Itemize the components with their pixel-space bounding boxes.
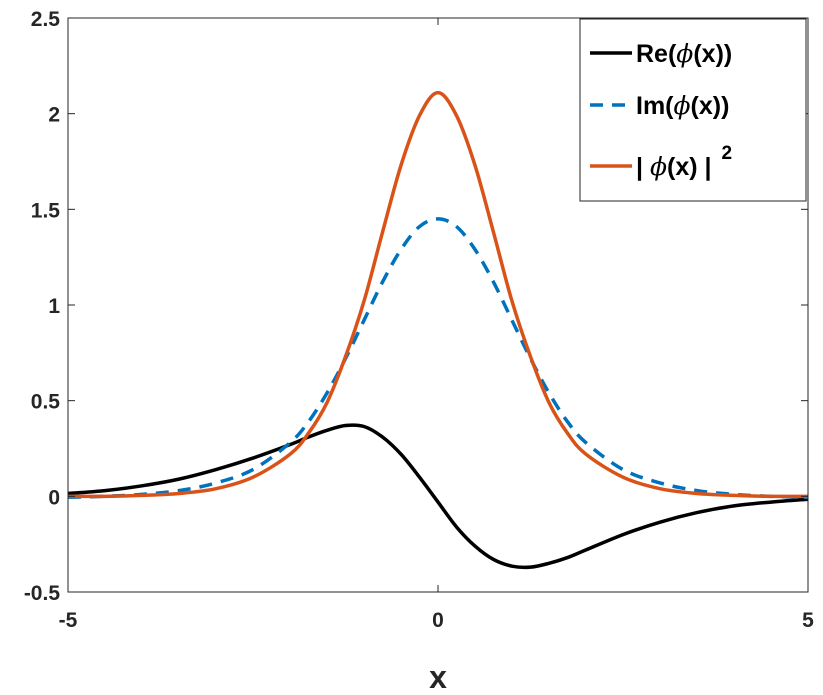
y-tick-label: 1.5 xyxy=(31,199,61,222)
x-tick-label: 5 xyxy=(802,609,814,632)
series-line-abs-phi-squared-line xyxy=(67,90,809,499)
series-line-im-phi-line xyxy=(67,217,809,500)
x-tick-label: 0 xyxy=(432,609,444,632)
y-axis: -0.5 0 0.5 1 1.5 2 2.5 xyxy=(24,8,808,605)
series-line-re-phi-line xyxy=(67,423,809,570)
legend-label: Re(ϕ(x)) xyxy=(636,39,732,68)
series-group xyxy=(67,90,809,570)
legend-label: | ϕ(x) | 2 xyxy=(636,143,732,181)
y-tick-label: 1 xyxy=(48,295,60,318)
legend: Re(ϕ(x)) Im(ϕ(x)) | ϕ(x) | 2 xyxy=(579,18,807,202)
legend-label: Im(ϕ(x)) xyxy=(636,91,729,120)
y-tick-label: 2.5 xyxy=(31,8,61,31)
legend-box xyxy=(579,18,807,202)
y-tick-label: -0.5 xyxy=(24,582,61,605)
x-axis-label: x xyxy=(429,659,447,695)
y-tick-label: 2 xyxy=(48,104,60,127)
x-axis: -5 0 5 xyxy=(59,18,814,632)
y-tick-label: 0.5 xyxy=(31,391,61,414)
y-tick-label: 0 xyxy=(48,486,60,509)
x-tick-label: -5 xyxy=(59,609,78,632)
